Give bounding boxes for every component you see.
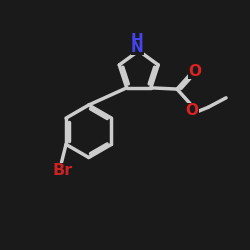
Text: H: H [131,33,144,48]
Text: O: O [188,64,201,79]
Text: O: O [186,103,198,118]
Text: N: N [131,40,144,55]
Text: Br: Br [53,163,73,178]
